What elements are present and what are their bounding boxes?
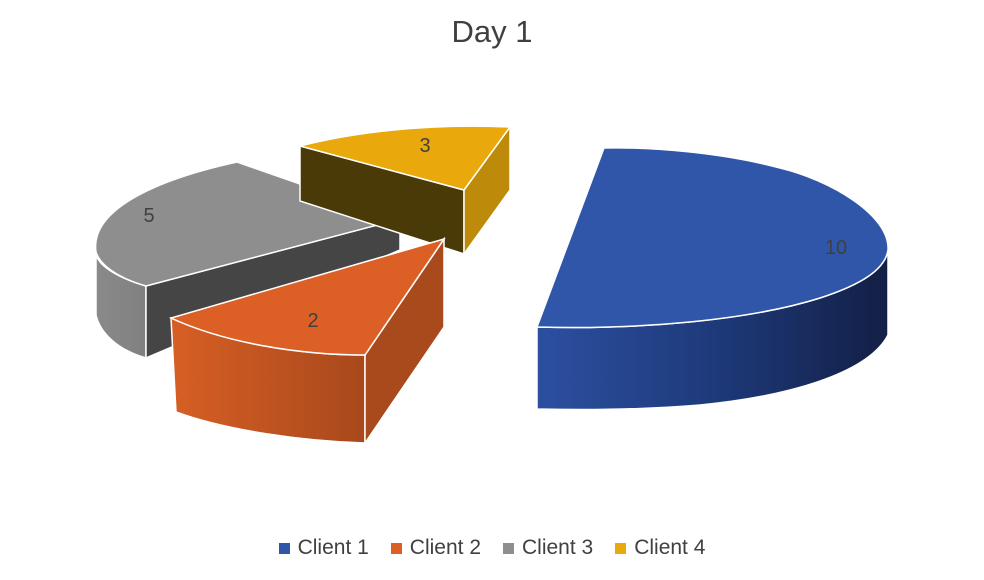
data-label-client-1: 10	[825, 237, 847, 259]
chart-title: Day 1	[451, 14, 533, 49]
pie-slice-client-1	[535, 147, 889, 411]
pie-slice-client-4-top	[297, 125, 512, 191]
pie-slice-client-4	[297, 124, 512, 257]
legend-item-client-2: Client 2	[390, 536, 481, 560]
data-label-client-2: 2	[307, 310, 318, 332]
pie-slice-client-2	[168, 236, 446, 446]
legend: Client 1 Client 2 Client 3 Client 4	[0, 536, 984, 560]
legend-label-client-3: Client 3	[522, 536, 594, 559]
legend-item-client-1: Client 1	[278, 536, 369, 560]
legend-item-client-3: Client 3	[503, 536, 593, 560]
legend-label-client-1: Client 1	[297, 536, 369, 559]
legend-swatch-client-4	[615, 542, 627, 554]
legend-label-client-2: Client 2	[409, 536, 481, 559]
data-label-client-3: 5	[143, 205, 154, 227]
legend-item-client-4: Client 4	[615, 536, 705, 560]
legend-swatch-client-2	[390, 542, 402, 554]
legend-swatch-client-1	[278, 542, 290, 554]
legend-swatch-client-3	[503, 542, 514, 554]
pie-slice-client-1-top	[535, 147, 889, 329]
data-label-client-4: 3	[419, 135, 430, 157]
pie-slice-client-2-top	[168, 237, 446, 356]
legend-label-client-4: Client 4	[634, 536, 706, 559]
